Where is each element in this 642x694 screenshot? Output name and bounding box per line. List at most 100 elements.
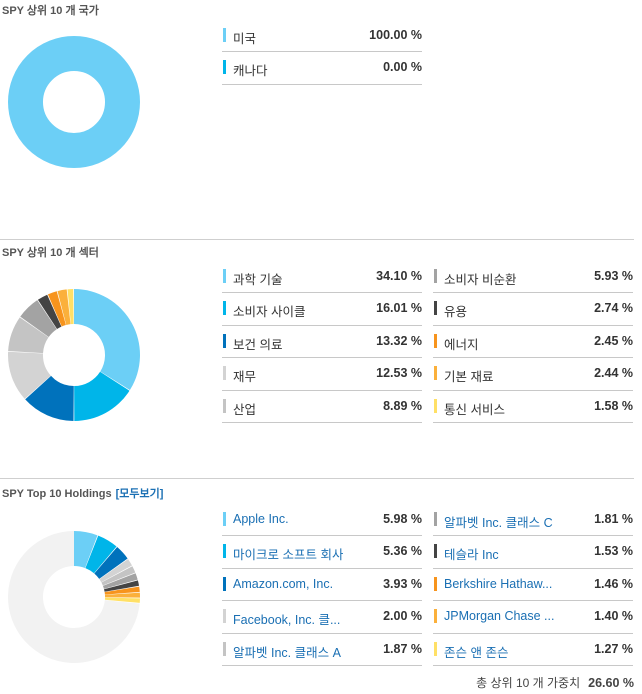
donut-slice — [101, 566, 136, 586]
sectors-title: SPY 상위 10 개 섹터 — [2, 247, 99, 259]
donut-slice — [8, 317, 49, 354]
legend-swatch — [434, 512, 437, 526]
legend-value: 2.45 % — [594, 333, 633, 348]
donut-slice — [104, 580, 140, 592]
donut-slice-remainder — [8, 531, 140, 663]
legend-row[interactable]: 알파벳 Inc. 클래스 C 1.81 % — [433, 504, 633, 537]
holding-link[interactable]: Apple Inc. — [233, 512, 289, 526]
legend-row: 미국 100.00 % — [222, 20, 422, 53]
legend-row: 보건 의료 13.32 % — [222, 326, 422, 359]
legend-swatch — [223, 576, 226, 591]
legend-label: 캐나다 — [233, 64, 268, 79]
holding-link[interactable]: Berkshire Hathaw... — [444, 576, 553, 591]
donut-slice — [74, 289, 141, 391]
legend-value: 5.93 % — [594, 269, 633, 283]
legend-row: 재무 12.53 % — [222, 358, 422, 391]
holding-link[interactable]: 테슬라 Inc — [444, 548, 499, 563]
donut-slice — [104, 586, 140, 595]
holdings-title-text: SPY Top 10 Holdings — [2, 488, 112, 500]
donut-slice — [74, 531, 98, 569]
holding-link[interactable]: 알파벳 Inc. 클래스 A — [233, 645, 341, 660]
holdings-donut-chart — [8, 531, 140, 663]
legend-row[interactable]: Apple Inc. 5.98 % — [222, 504, 422, 537]
legend-swatch — [223, 544, 226, 559]
donut-slice — [7, 351, 51, 399]
legend-value: 12.53 % — [376, 366, 422, 381]
legend-label: 통신 서비스 — [444, 402, 505, 417]
legend-swatch — [223, 269, 226, 283]
donut-slice — [25, 375, 74, 421]
holdings-list-right: 알파벳 Inc. 클래스 C 1.81 % 테슬라 Inc 1.53 % Berkshi… — [433, 504, 633, 666]
holding-link[interactable]: 알파벳 Inc. 클래스 C — [444, 516, 553, 530]
donut-slice — [20, 300, 57, 337]
countries-donut-chart — [8, 36, 140, 168]
legend-label: 미국 — [233, 32, 257, 46]
legend-swatch — [434, 641, 437, 656]
total-weight-label: 총 상위 10 개 가중치 — [476, 676, 581, 690]
donut-slice — [67, 289, 74, 325]
legend-swatch — [223, 366, 226, 381]
legend-swatch — [223, 609, 226, 624]
legend-swatch — [434, 576, 437, 591]
legend-row[interactable]: Facebook, Inc. 클... 2.00 % — [222, 601, 422, 634]
legend-label: 소비자 비순환 — [444, 273, 517, 287]
legend-label: 에너지 — [444, 337, 479, 352]
legend-value: 100.00 % — [369, 28, 422, 42]
legend-row[interactable]: JPMorgan Chase ... 1.40 % — [433, 601, 633, 634]
legend-swatch — [434, 398, 437, 413]
donut-slice — [94, 547, 128, 579]
legend-label: 보건 의료 — [233, 337, 283, 352]
holding-link[interactable]: Amazon.com, Inc. — [233, 576, 334, 591]
legend-swatch — [434, 366, 437, 381]
donut-slice — [99, 559, 132, 583]
legend-row[interactable]: 테슬라 Inc 1.53 % — [433, 536, 633, 569]
legend-row: 소비자 사이클 16.01 % — [222, 293, 422, 326]
donut-slice — [85, 535, 117, 574]
legend-value: 1.53 % — [594, 544, 633, 559]
legend-swatch — [434, 333, 437, 348]
holding-link[interactable]: 마이크로 소프트 회사 — [233, 548, 344, 563]
legend-row: 유용 2.74 % — [433, 293, 633, 326]
donut-slice — [37, 294, 62, 330]
legend-row: 산업 8.89 % — [222, 391, 422, 423]
holding-link[interactable]: JPMorgan Chase ... — [444, 609, 555, 624]
legend-swatch — [223, 333, 226, 348]
legend-row: 통신 서비스 1.58 % — [433, 391, 633, 423]
sectors-list-right: 소비자 비순환 5.93 % 유용 2.74 % 에너지 2.45 % 기본 재료 2.44 … — [433, 261, 633, 423]
section-divider-2 — [0, 478, 634, 479]
legend-value: 3.93 % — [383, 576, 422, 591]
sectors-list-left: 과학 기술 34.10 % 소비자 사이클 16.01 % 보건 의료 13.32 % 재무… — [222, 261, 422, 423]
legend-swatch — [434, 609, 437, 624]
donut-slice — [47, 291, 66, 327]
legend-row: 기본 재료 2.44 % — [433, 358, 633, 391]
section-divider-1 — [0, 239, 634, 240]
holding-link[interactable]: Facebook, Inc. 클... — [233, 613, 341, 628]
legend-row[interactable]: 마이크로 소프트 회사 5.36 % — [222, 536, 422, 569]
legend-swatch — [223, 641, 226, 656]
legend-row[interactable]: Amazon.com, Inc. 3.93 % — [222, 569, 422, 602]
legend-value: 5.98 % — [383, 512, 422, 526]
donut-slice — [104, 597, 140, 603]
legend-swatch — [223, 512, 226, 526]
holding-link[interactable]: 존슨 앤 존슨 — [444, 645, 509, 660]
sectors-donut-chart — [7, 289, 141, 421]
holdings-list-left: Apple Inc. 5.98 % 마이크로 소프트 회사 5.36 % Amazon.… — [222, 504, 422, 666]
legend-swatch — [434, 301, 437, 316]
legend-value: 1.58 % — [594, 398, 633, 413]
legend-label: 과학 기술 — [233, 273, 283, 287]
legend-value: 2.74 % — [594, 301, 633, 316]
legend-label: 재무 — [233, 370, 257, 385]
view-all-link[interactable]: [모두보기] — [115, 488, 164, 500]
legend-swatch — [223, 301, 226, 316]
legend-value: 2.00 % — [383, 609, 422, 624]
legend-row[interactable]: 존슨 앤 존슨 1.27 % — [433, 634, 633, 666]
legend-row[interactable]: 알파벳 Inc. 클래스 A 1.87 % — [222, 634, 422, 666]
legend-row: 에너지 2.45 % — [433, 326, 633, 359]
legend-value: 1.46 % — [594, 576, 633, 591]
legend-value: 8.89 % — [383, 398, 422, 413]
donut-slice — [102, 573, 138, 589]
legend-value: 0.00 % — [383, 60, 422, 75]
legend-label: 기본 재료 — [444, 370, 494, 385]
legend-row[interactable]: Berkshire Hathaw... 1.46 % — [433, 569, 633, 602]
legend-value: 2.44 % — [594, 366, 633, 381]
